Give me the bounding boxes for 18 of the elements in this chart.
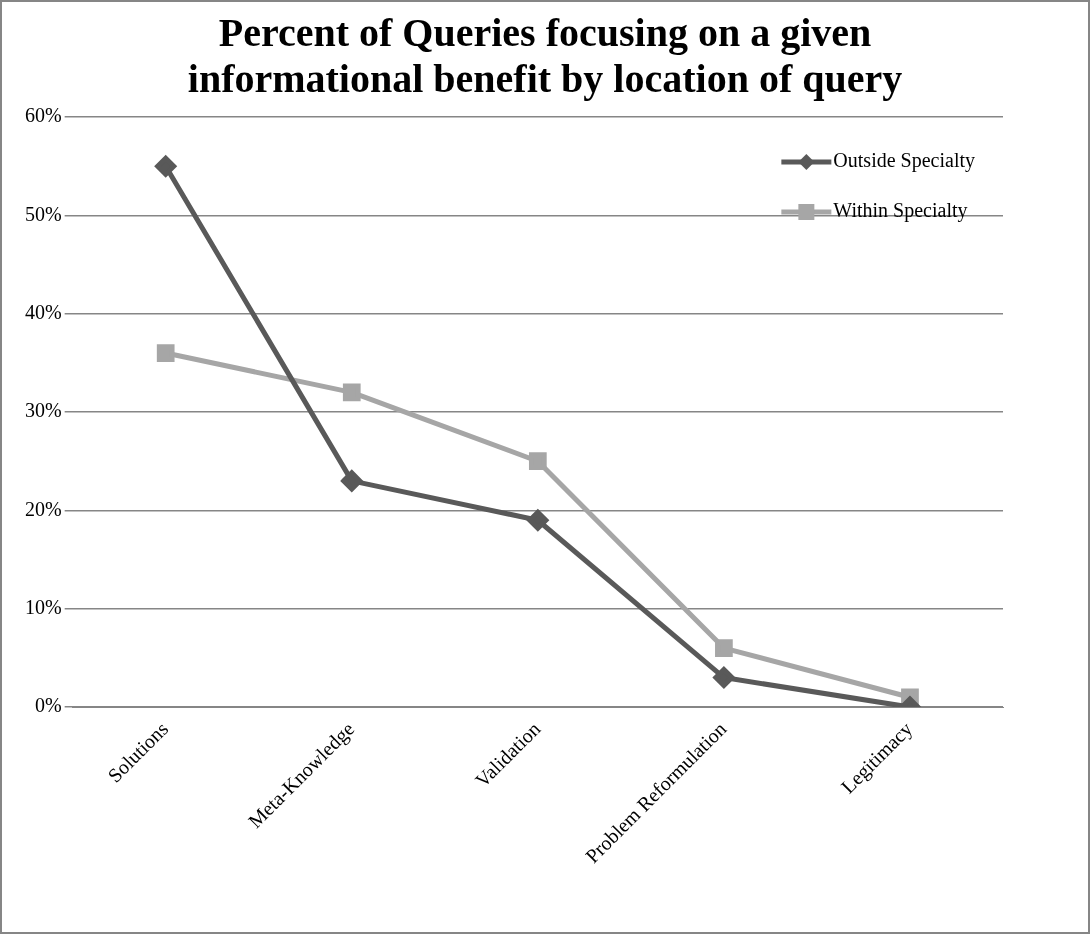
y-tick-label: 0% <box>34 694 62 717</box>
y-tick-label: 50% <box>24 202 62 225</box>
point <box>713 667 735 689</box>
point <box>527 509 549 531</box>
chart-title: Percent of Queries focusing on a given informational benefit by location of query <box>186 10 904 102</box>
y-tick-label: 40% <box>24 300 62 323</box>
y-tick-label: 60% <box>24 104 62 127</box>
point <box>342 383 361 402</box>
legend-label: Outside Specialty <box>833 149 975 173</box>
point <box>715 639 733 657</box>
y-tick-label: 10% <box>24 595 62 618</box>
point <box>528 452 547 471</box>
y-tick-label: 20% <box>24 497 62 520</box>
point <box>156 344 175 362</box>
point <box>341 470 363 492</box>
point <box>155 155 177 177</box>
y-tick-label: 30% <box>24 399 62 422</box>
legend-label: Within Specialty <box>833 199 968 223</box>
